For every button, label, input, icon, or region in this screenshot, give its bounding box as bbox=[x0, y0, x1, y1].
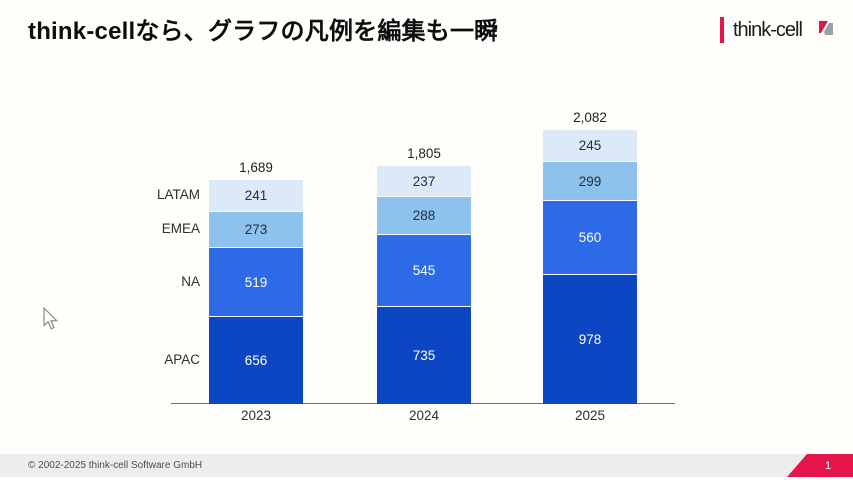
slide-title: think-cellなら、グラフの凡例を編集も一瞬 bbox=[28, 18, 499, 45]
logo-text: think-cell bbox=[733, 19, 803, 41]
legend-label-na[interactable]: NA bbox=[181, 273, 200, 289]
page-number: 1 bbox=[824, 459, 832, 472]
segment-value-label[interactable]: 545 bbox=[412, 263, 436, 278]
category-label-2023[interactable]: 2023 bbox=[240, 408, 272, 423]
segment-value-label[interactable]: 237 bbox=[412, 173, 436, 189]
segment-value-label[interactable]: 245 bbox=[578, 138, 602, 153]
total-label-2023[interactable]: 1,689 bbox=[239, 160, 273, 175]
bar-stack-2023: 656 519 273 241 bbox=[209, 180, 303, 404]
segment-value-label[interactable]: 273 bbox=[244, 222, 268, 237]
bar-segment-apac-2024[interactable]: 735 bbox=[377, 307, 471, 404]
bar-segment-apac-2025[interactable]: 978 bbox=[543, 275, 637, 404]
bar-segment-apac-2023[interactable]: 656 bbox=[209, 317, 303, 404]
segment-value-label[interactable]: 299 bbox=[578, 173, 602, 189]
total-label-2025[interactable]: 2,082 bbox=[573, 110, 607, 125]
segment-value-label[interactable]: 560 bbox=[578, 230, 602, 245]
copyright-text: © 2002-2025 think-cell Software GmbH bbox=[28, 460, 203, 471]
bar-segment-emea-2025[interactable]: 299 bbox=[543, 162, 637, 201]
bar-segment-emea-2023[interactable]: 273 bbox=[209, 212, 303, 248]
bar-segment-na-2023[interactable]: 519 bbox=[209, 248, 303, 317]
segment-value-label[interactable]: 288 bbox=[412, 208, 436, 223]
legend-label-emea[interactable]: EMEA bbox=[161, 221, 200, 236]
segment-value-label[interactable]: 241 bbox=[244, 188, 268, 203]
page-number-badge: 1 bbox=[787, 454, 853, 477]
bar-segment-na-2024[interactable]: 545 bbox=[377, 235, 471, 307]
bar-segment-latam-2023[interactable]: 241 bbox=[209, 180, 303, 212]
bar-segment-latam-2025[interactable]: 245 bbox=[543, 130, 637, 162]
segment-value-label[interactable]: 519 bbox=[244, 274, 268, 290]
bar-stack-2025: 978 560 299 245 bbox=[543, 130, 637, 404]
mouse-cursor-icon bbox=[43, 306, 61, 337]
logo-red-bar bbox=[720, 17, 724, 43]
bar-segment-na-2025[interactable]: 560 bbox=[543, 201, 637, 275]
category-label-2024[interactable]: 2024 bbox=[408, 408, 440, 423]
think-cell-page-icon bbox=[817, 21, 834, 41]
total-label-2024[interactable]: 1,805 bbox=[407, 146, 441, 161]
segment-value-label[interactable]: 656 bbox=[244, 353, 268, 368]
segment-value-label[interactable]: 978 bbox=[578, 332, 602, 347]
segment-value-label[interactable]: 735 bbox=[412, 348, 436, 363]
legend-label-latam[interactable]: LATAM bbox=[156, 187, 200, 202]
category-label-2025[interactable]: 2025 bbox=[574, 408, 606, 423]
bar-segment-emea-2024[interactable]: 288 bbox=[377, 197, 471, 235]
footer-bar: © 2002-2025 think-cell Software GmbH bbox=[0, 454, 853, 477]
bar-stack-2024: 735 545 288 237 bbox=[377, 166, 471, 404]
legend-label-apac[interactable]: APAC bbox=[164, 351, 200, 367]
bar-segment-latam-2024[interactable]: 237 bbox=[377, 166, 471, 197]
